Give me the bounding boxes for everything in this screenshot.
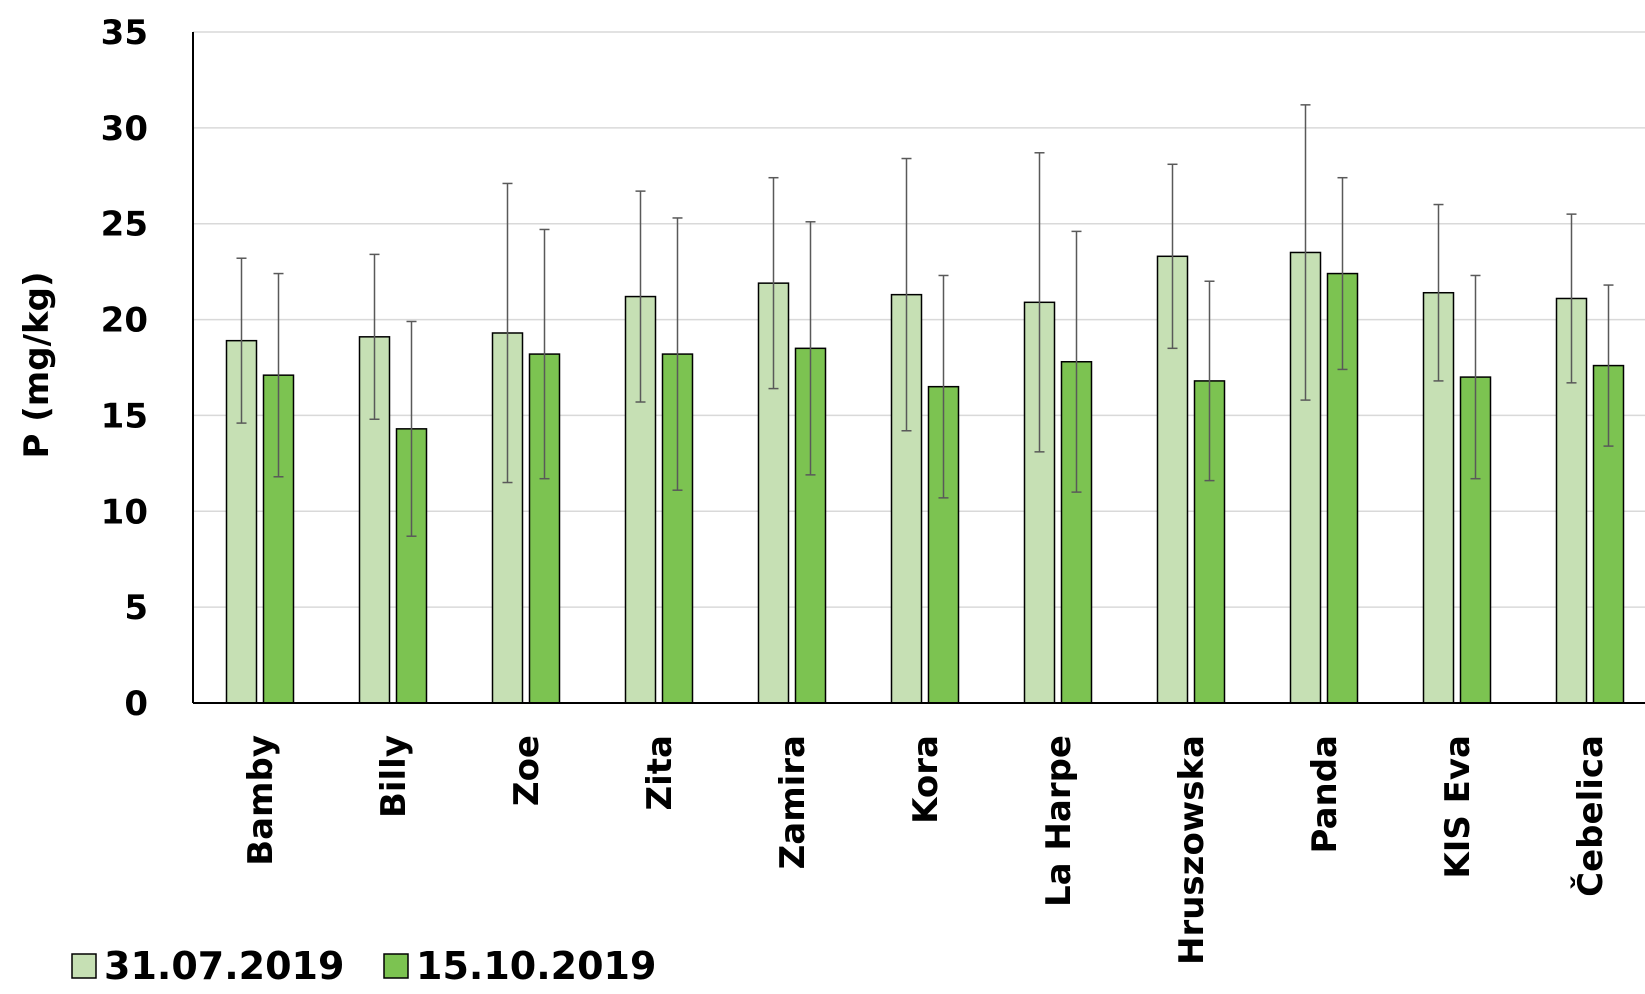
x-tick-label: Kora <box>906 735 946 824</box>
x-tick-label: La Harpe <box>1039 735 1079 907</box>
y-tick-label: 0 <box>124 684 148 724</box>
legend-label: 31.07.2019 <box>104 944 344 988</box>
y-tick-label: 35 <box>101 13 148 53</box>
labels: 0 5 10 15 20 25 30 35 Bamby Billy Zoe Zita Zamira Kor… <box>101 13 1611 965</box>
bar-31.07.2019-Zita <box>624 295 657 704</box>
legend-swatch <box>383 953 409 979</box>
x-tick-label: Zita <box>640 735 680 811</box>
y-tick-label: 25 <box>101 205 148 245</box>
x-tick-label: Billy <box>374 735 414 818</box>
x-tick-label: Panda <box>1305 735 1345 853</box>
legend: 31.07.2019 15.10.2019 <box>71 944 656 988</box>
y-tick-label: 20 <box>101 301 148 341</box>
x-tick-label: Zamira <box>773 735 813 869</box>
y-axis-title: P (mg/kg) <box>17 272 57 459</box>
y-tick-label: 5 <box>124 588 148 628</box>
x-tick-label: Hruszowska <box>1172 735 1212 965</box>
y-tick-label: 15 <box>101 396 148 436</box>
axes <box>192 32 1645 704</box>
y-tick-label: 30 <box>101 109 148 149</box>
x-tick-label: Čebelica <box>1570 735 1611 897</box>
x-tick-label: KIS Eva <box>1438 735 1478 879</box>
x-tick-label: Zoe <box>507 735 547 806</box>
legend-label: 15.10.2019 <box>416 944 656 988</box>
error-bars <box>236 104 1614 537</box>
bar-15.10.2019-Zita <box>661 353 694 704</box>
legend-swatch <box>71 953 97 979</box>
x-tick-label: Bamby <box>241 735 281 866</box>
y-tick-label: 10 <box>101 492 148 532</box>
